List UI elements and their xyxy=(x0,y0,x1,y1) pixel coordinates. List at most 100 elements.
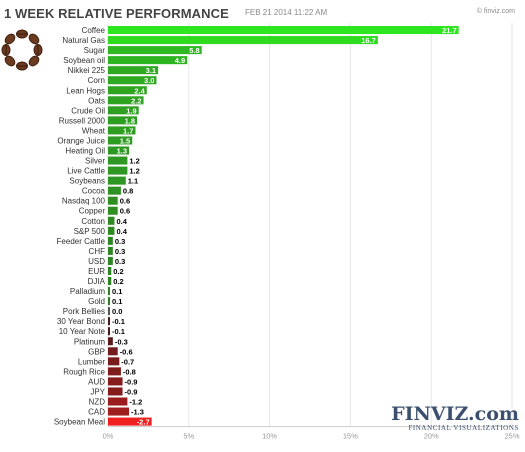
coffee-beans-icon xyxy=(1,29,43,71)
bar xyxy=(108,317,110,326)
bar-value-label: 1.9 xyxy=(126,106,136,115)
bar-value-label: -0.9 xyxy=(125,387,138,396)
page-title: 1 WEEK RELATIVE PERFORMANCE xyxy=(4,6,229,21)
bar xyxy=(108,176,126,185)
bar xyxy=(108,377,123,386)
bar-value-label: 1.8 xyxy=(125,116,135,125)
category-label: Heating Oil xyxy=(65,147,105,156)
bar-value-label: 0.3 xyxy=(115,257,125,266)
bar-value-label: -0.1 xyxy=(112,317,125,326)
x-tick-label: 15% xyxy=(343,432,358,441)
category-label: GBP xyxy=(88,347,105,356)
bar xyxy=(108,367,121,376)
bar-value-label: 4.9 xyxy=(175,56,185,65)
category-label: Lumber xyxy=(78,357,105,366)
finviz-brand: FINVIZ.com FINANCIAL VISUALIZATIONS xyxy=(391,404,519,433)
bar xyxy=(108,297,110,306)
category-label: Soybean Meal xyxy=(54,418,105,427)
bar xyxy=(108,136,133,145)
bar xyxy=(108,256,113,265)
bar xyxy=(108,266,112,275)
category-label: Silver xyxy=(85,157,105,166)
bar xyxy=(108,66,159,75)
bar-value-label: 1.1 xyxy=(128,177,138,186)
bar-value-label: 1.2 xyxy=(129,167,139,176)
bar-value-label: -1.2 xyxy=(129,398,142,407)
bar-value-label: -0.1 xyxy=(112,327,125,336)
bar-value-label: 0.1 xyxy=(112,287,122,296)
category-label: DJIA xyxy=(88,277,106,286)
x-tick-label: 10% xyxy=(262,432,277,441)
bar-value-label: -1.3 xyxy=(131,408,144,417)
bar xyxy=(108,106,139,115)
bar xyxy=(108,357,120,366)
bar xyxy=(108,196,118,205)
bar-value-label: 5.8 xyxy=(189,46,199,55)
bar-value-label: -2.7 xyxy=(137,418,150,427)
bar-value-label: -0.6 xyxy=(120,347,133,356)
x-tick-label: 0% xyxy=(103,432,114,441)
bar-value-label: 0.2 xyxy=(113,267,123,276)
category-label: Pork Bellies xyxy=(63,307,105,316)
category-label: Platinum xyxy=(74,337,105,346)
bar-value-label: -0.7 xyxy=(121,357,134,366)
bar xyxy=(108,277,112,286)
category-label: Russell 2000 xyxy=(59,116,106,125)
bar xyxy=(108,116,138,125)
bar xyxy=(108,347,118,356)
category-label: AUD xyxy=(88,377,105,386)
category-label: Soybean oil xyxy=(63,56,105,65)
bar-value-label: 1.7 xyxy=(123,126,133,135)
category-label: S&P 500 xyxy=(74,227,106,236)
bar xyxy=(108,337,113,346)
bar xyxy=(108,397,128,406)
bar-value-label: 3.0 xyxy=(144,76,154,85)
bar xyxy=(108,186,121,195)
category-label: Sugar xyxy=(84,46,106,55)
brand-tagline: FINANCIAL VISUALIZATIONS xyxy=(408,424,519,432)
bar-value-label: 0.0 xyxy=(112,307,122,316)
bar-value-label: 0.3 xyxy=(115,247,125,256)
category-label: Nikkei 225 xyxy=(68,66,106,75)
bar-value-label: 0.2 xyxy=(113,277,123,286)
category-label: Copper xyxy=(79,207,106,216)
bar xyxy=(108,126,136,135)
bar xyxy=(108,156,128,165)
bar xyxy=(108,236,113,245)
chart-header: 1 WEEK RELATIVE PERFORMANCE FEB 21 2014 … xyxy=(0,0,525,22)
bar xyxy=(108,417,152,426)
brand-name: FINVIZ.com xyxy=(391,403,519,425)
bar-value-label: 0.4 xyxy=(116,217,127,226)
category-label: CHF xyxy=(89,247,106,256)
category-label: Orange Juice xyxy=(57,136,105,145)
bar-value-label: 16.7 xyxy=(361,36,376,45)
category-label: Live Cattle xyxy=(67,167,105,176)
bar-value-label: 0.6 xyxy=(120,197,130,206)
bar xyxy=(108,226,115,235)
category-label: Oats xyxy=(88,96,105,105)
x-tick-label: 25% xyxy=(504,432,519,441)
bar-value-label: 0.3 xyxy=(115,237,125,246)
bar xyxy=(108,86,147,95)
bar-value-label: -0.3 xyxy=(115,337,128,346)
bar-value-label: 21.7 xyxy=(442,26,457,35)
bar-value-label: 3.1 xyxy=(146,66,156,75)
category-label: Crude Oil xyxy=(71,106,105,115)
category-label: Corn xyxy=(88,76,105,85)
bar xyxy=(108,26,459,35)
x-tick-label: 20% xyxy=(424,432,439,441)
bar xyxy=(108,387,123,396)
bar-value-label: 1.2 xyxy=(129,157,139,166)
bar xyxy=(108,216,115,225)
bar xyxy=(108,146,130,155)
category-label: Gold xyxy=(88,297,105,306)
bar xyxy=(108,46,202,55)
bar xyxy=(108,36,378,45)
category-label: 30 Year Bond xyxy=(57,317,105,326)
category-label: CAD xyxy=(88,408,105,417)
bar xyxy=(108,407,130,416)
category-label: Cocoa xyxy=(82,187,106,196)
credit-link[interactable]: © finviz.com xyxy=(476,8,515,15)
bar xyxy=(108,166,128,175)
